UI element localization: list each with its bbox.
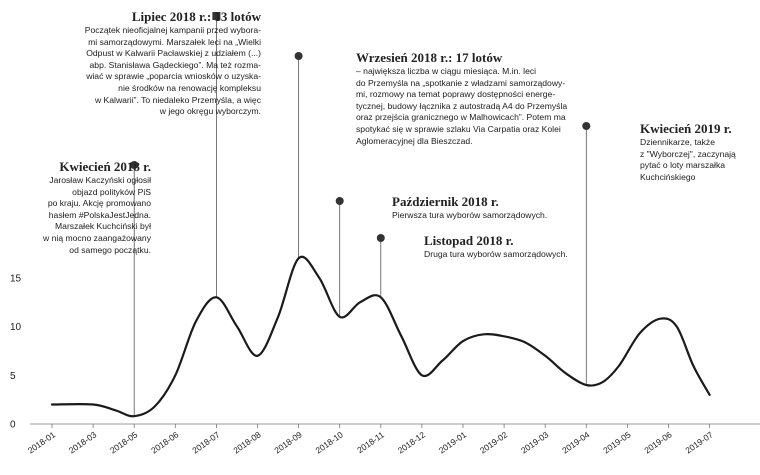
- annotation-line: Druga tura wyborów samorządowych.: [424, 249, 568, 259]
- annotation-title: Październik 2018 r.: [392, 194, 499, 209]
- x-tick-label: 2019-02: [478, 429, 510, 455]
- annotation-line: wiać w sprawie „poparcia wniosków o uzys…: [86, 71, 261, 82]
- annotation-marker: [212, 12, 221, 20]
- annotation-line: Początek nieoficjalnej kampanii przed wy…: [84, 25, 261, 35]
- x-tick-label: 2019-03: [519, 429, 551, 455]
- annotation-marker: [130, 161, 139, 169]
- y-tick-label: 5: [10, 371, 16, 382]
- x-tick-label: 2018-09: [272, 429, 304, 455]
- annotation-marker: [335, 197, 344, 205]
- x-tick-label: 2018-08: [231, 429, 263, 455]
- x-tick-label: 2018-10: [314, 429, 346, 455]
- x-tick-label: 2019-07: [683, 429, 715, 455]
- annotation-line: z "Wyborczej", zaczynają: [640, 148, 736, 159]
- annotation-title: Lipiec 2018 r.: 13 lotów: [131, 9, 261, 24]
- x-tick-label: 2018-07: [190, 429, 222, 455]
- annotation-line: Dziennikarze, także: [640, 137, 715, 147]
- annotation-line: tycznej, budowy łącznika z autostradą A4…: [356, 100, 568, 111]
- annotation-line: pytać o loty marszałka: [640, 160, 726, 171]
- annotation-line: oraz przejścia granicznego w Malhowicach…: [356, 112, 566, 123]
- annotation-line: po kraju. Akcję promowano: [47, 198, 151, 209]
- annotation-line: abp. Stanisława Gądeckiego”. Ma też rozm…: [89, 59, 261, 70]
- annotation-line: – największa liczba w ciągu miesiąca. M.…: [356, 66, 537, 76]
- annotation-april-2018: Kwiecień 2018 r. Jarosław Kaczyński ogło…: [4, 159, 151, 256]
- annotation-title: Kwiecień 2019 r.: [640, 121, 732, 136]
- annotation-line: Pierwsza tura wyborów samorządowych.: [392, 210, 548, 220]
- annotation-september-2018: Wrzesień 2018 r.: 17 lotów – największa …: [356, 50, 611, 147]
- annotation-line: hasłem #PolskaJestJedna.: [48, 209, 151, 220]
- annotation-october-2018: Październik 2018 r. Pierwsza tura wyboró…: [392, 194, 622, 222]
- annotation-stems: [133, 16, 587, 417]
- annotation-line: Marszałek Kuchciński był: [55, 221, 151, 232]
- annotation-markers: [130, 12, 591, 242]
- annotation-april-2019: Kwiecień 2019 r. Dziennikarze, także z "…: [640, 121, 758, 183]
- annotation-line: do Przemyśla na „spotkanie z władzami sa…: [356, 77, 566, 88]
- series-line: [50, 255, 711, 418]
- x-tick-label: 2018-06: [149, 429, 181, 455]
- annotation-line: spotykać się w sprawie szlaku Via Carpat…: [356, 123, 561, 134]
- y-tick-label: 10: [10, 322, 22, 333]
- y-tick-label: 0: [10, 420, 16, 431]
- x-tick-label: 2019-04: [560, 429, 592, 455]
- annotation-marker: [582, 122, 591, 130]
- x-tick-label: 2018-12: [396, 429, 428, 455]
- annotation-line: od samego początku.: [69, 244, 151, 255]
- y-tick-label: 15: [10, 273, 22, 284]
- annotation-line: w Kalwarii”. To niedaleko Przemyśla, a w…: [94, 94, 261, 105]
- annotation-july-2018: Lipiec 2018 r.: 13 lotów Początek nieofi…: [16, 9, 261, 118]
- annotation-line: Aglomeracyjnej dla Bieszczad.: [356, 135, 473, 146]
- annotation-title: Wrzesień 2018 r.: 17 lotów: [356, 50, 503, 65]
- annotation-line: w jego okręgu wyborczym.: [159, 106, 261, 117]
- annotation-line: mi, rozmowy na temat poprawy dostępności…: [356, 89, 556, 100]
- x-tick-label: 2018-03: [67, 429, 99, 455]
- annotation-line: mi samorządowymi. Marszałek leci na „Wie…: [88, 36, 261, 47]
- x-tick-label: 2019-05: [601, 429, 633, 455]
- annotation-line: w nią mocno zaangażowany: [43, 232, 151, 243]
- annotation-november-2018: Listopad 2018 r. Druga tura wyborów samo…: [424, 233, 644, 261]
- x-tick-label: 2018-01: [26, 429, 58, 455]
- annotation-marker: [376, 234, 385, 242]
- x-tick-label: 2018-05: [108, 429, 140, 455]
- x-tick-label: 2019-01: [437, 429, 469, 455]
- annotation-line: nie środków na renowację kompleksu: [118, 82, 261, 93]
- x-tick-label: 2019-06: [642, 429, 674, 455]
- axes: 0 5 10 15 2018-01 2018-03 2018-05 2018-06 2018-0…: [10, 273, 760, 456]
- annotation-line: Odpust w Kalwarii Pacławskiej z udziałem…: [86, 48, 261, 59]
- annotation-line: objazd polityków PiS: [72, 186, 151, 197]
- annotation-title: Listopad 2018 r.: [424, 233, 514, 248]
- x-tick-label: 2018-11: [355, 429, 386, 455]
- annotation-line: Kuchcińskiego: [640, 171, 696, 182]
- annotation-line: Jarosław Kaczyński ogłosił: [49, 175, 151, 185]
- annotation-title: Kwiecień 2018 r.: [59, 159, 151, 174]
- annotation-marker: [294, 52, 303, 60]
